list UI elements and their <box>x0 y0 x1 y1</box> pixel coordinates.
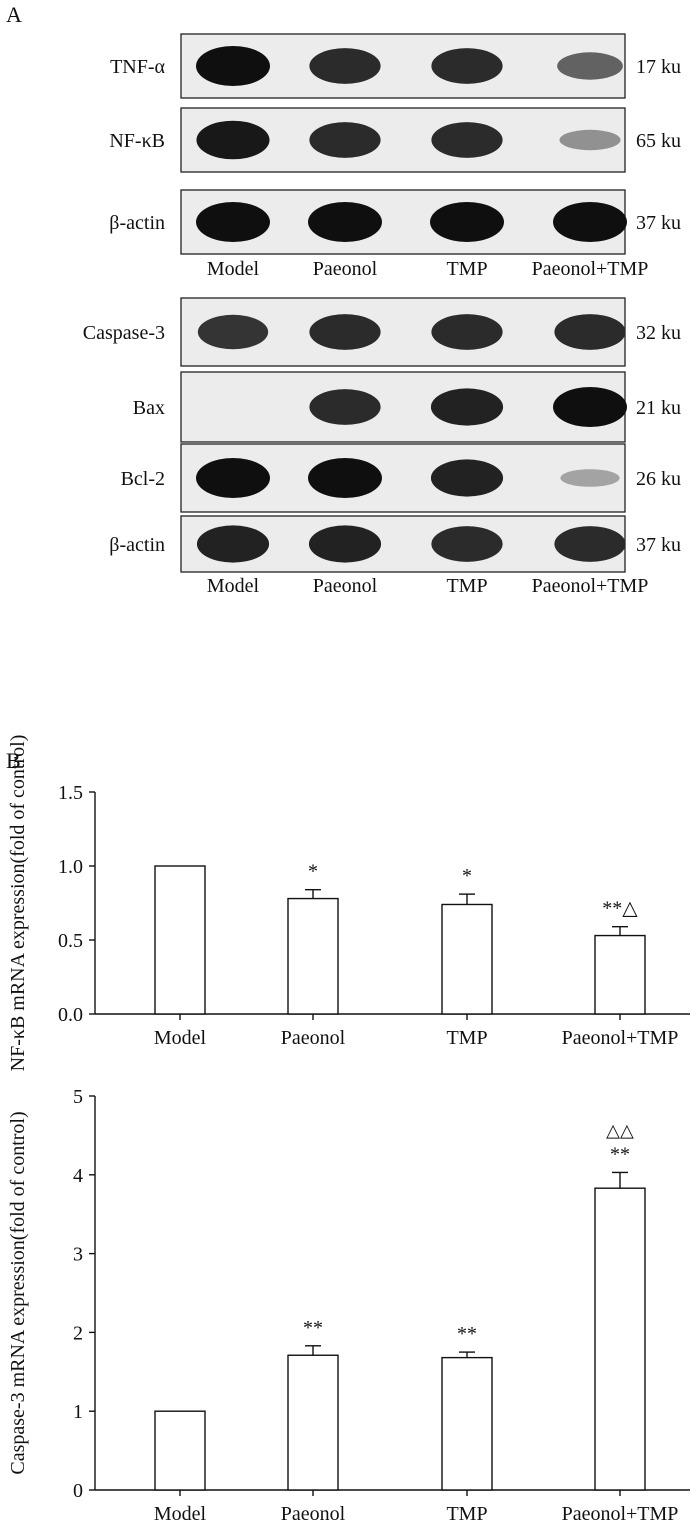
blot-band <box>308 202 382 242</box>
significance-label: ** <box>457 1323 477 1345</box>
significance-label-top: △△ <box>606 1120 634 1140</box>
bar <box>441 1356 493 1491</box>
blot-size-label: 65 ku <box>636 130 681 152</box>
significance-label: ** <box>610 1143 630 1165</box>
y-tick-label: 0.0 <box>58 1004 83 1026</box>
panel-a-letter: A <box>6 2 22 27</box>
blot-size-label: 32 ku <box>636 322 681 344</box>
blot-group-label: Paeonol <box>313 258 378 280</box>
blot-band <box>196 202 270 242</box>
blot-band <box>554 314 626 350</box>
blot-group-label: Paeonol+TMP <box>532 575 649 597</box>
y-tick-label: 1 <box>73 1401 83 1423</box>
x-tick-label: Model <box>154 1503 207 1521</box>
x-tick-label: TMP <box>446 1027 487 1049</box>
bar <box>594 934 646 1015</box>
blot-band <box>430 459 504 497</box>
blot-band <box>309 314 381 350</box>
blot-row-label: Bax <box>133 397 165 419</box>
y-tick-label: 0.5 <box>58 930 83 952</box>
y-tick-label: 2 <box>73 1322 83 1344</box>
y-axis-label: Caspase-3 mRNA expression(fold of contro… <box>7 1111 29 1474</box>
blot-group-label: Paeonol+TMP <box>532 258 649 280</box>
blot-band <box>196 458 270 498</box>
blot-band <box>557 52 623 80</box>
blot-band <box>431 48 503 84</box>
blot-band <box>560 469 620 487</box>
y-tick-label: 4 <box>73 1165 83 1187</box>
blot-size-label: 37 ku <box>636 534 681 556</box>
significance-label: **△ <box>602 898 638 920</box>
blot-band <box>559 129 621 151</box>
blot-band <box>196 120 270 160</box>
bar <box>154 1410 206 1491</box>
blot-band <box>553 202 627 242</box>
bar <box>287 1354 339 1491</box>
significance-label: * <box>462 865 472 887</box>
blot-row-label: Bcl-2 <box>121 468 165 490</box>
x-tick-label: TMP <box>446 1503 487 1521</box>
blot-band <box>196 525 270 563</box>
x-tick-label: Paeonol <box>281 1027 346 1049</box>
blot-band <box>430 388 504 426</box>
y-axis-label: NF-κB mRNA expression(fold of control) <box>7 735 29 1072</box>
blot-row-label: β-actin <box>109 212 165 234</box>
x-tick-label: Paeonol+TMP <box>562 1027 679 1049</box>
blot-band <box>554 526 626 562</box>
y-tick-label: 5 <box>73 1086 83 1108</box>
blot-band <box>308 525 382 563</box>
western-blot-panel: TNF-α 17 ku NF-κB 65 ku β-actin 37 ku Model Pae… <box>83 33 681 597</box>
blot-size-label: 17 ku <box>636 56 681 78</box>
blot-group-label: TMP <box>446 258 487 280</box>
y-tick-label: 0 <box>73 1480 83 1502</box>
blot-row-label: TNF-α <box>110 56 165 78</box>
blot-group-label: Model <box>207 258 260 280</box>
blot-band <box>196 46 270 86</box>
blot-row-label: NF-κB <box>109 130 165 152</box>
blot-band <box>309 389 381 425</box>
blot-band <box>431 122 503 158</box>
caspase3-bar-chart: 0 1 2 3 4 5 Caspase-3 mRNA expression(fold of … <box>7 1086 690 1521</box>
significance-label: ** <box>303 1317 323 1339</box>
y-tick-label: 3 <box>73 1244 83 1266</box>
nfkb-bar-chart: 0.0 0.5 1.0 1.5 NF-κB mRNA expression(fold o… <box>7 735 690 1072</box>
bar <box>154 865 206 1015</box>
blot-group-label: TMP <box>446 575 487 597</box>
blot-row-label: β-actin <box>109 534 165 556</box>
y-tick-label: 1.0 <box>58 856 83 878</box>
blot-group-label: Paeonol <box>313 575 378 597</box>
blot-band <box>553 387 627 427</box>
blot-size-label: 26 ku <box>636 468 681 490</box>
blot-band <box>430 202 504 242</box>
blot-band <box>309 122 381 158</box>
bar <box>594 1187 646 1491</box>
blot-row-label: Caspase-3 <box>83 322 165 344</box>
blot-band <box>431 526 503 562</box>
blot-band <box>309 48 381 84</box>
significance-label: * <box>308 861 318 883</box>
x-tick-label: Paeonol <box>281 1503 346 1521</box>
blot-size-label: 37 ku <box>636 212 681 234</box>
bar <box>287 897 339 1015</box>
x-tick-label: Model <box>154 1027 207 1049</box>
y-tick-label: 1.5 <box>58 782 83 804</box>
panel-b-letter: B <box>6 748 21 773</box>
blot-band <box>431 314 503 350</box>
bar <box>441 903 493 1015</box>
blot-band <box>197 314 269 350</box>
blot-membrane <box>180 371 626 443</box>
x-tick-label: Paeonol+TMP <box>562 1503 679 1521</box>
blot-size-label: 21 ku <box>636 397 681 419</box>
blot-group-label: Model <box>207 575 260 597</box>
blot-band <box>308 458 382 498</box>
